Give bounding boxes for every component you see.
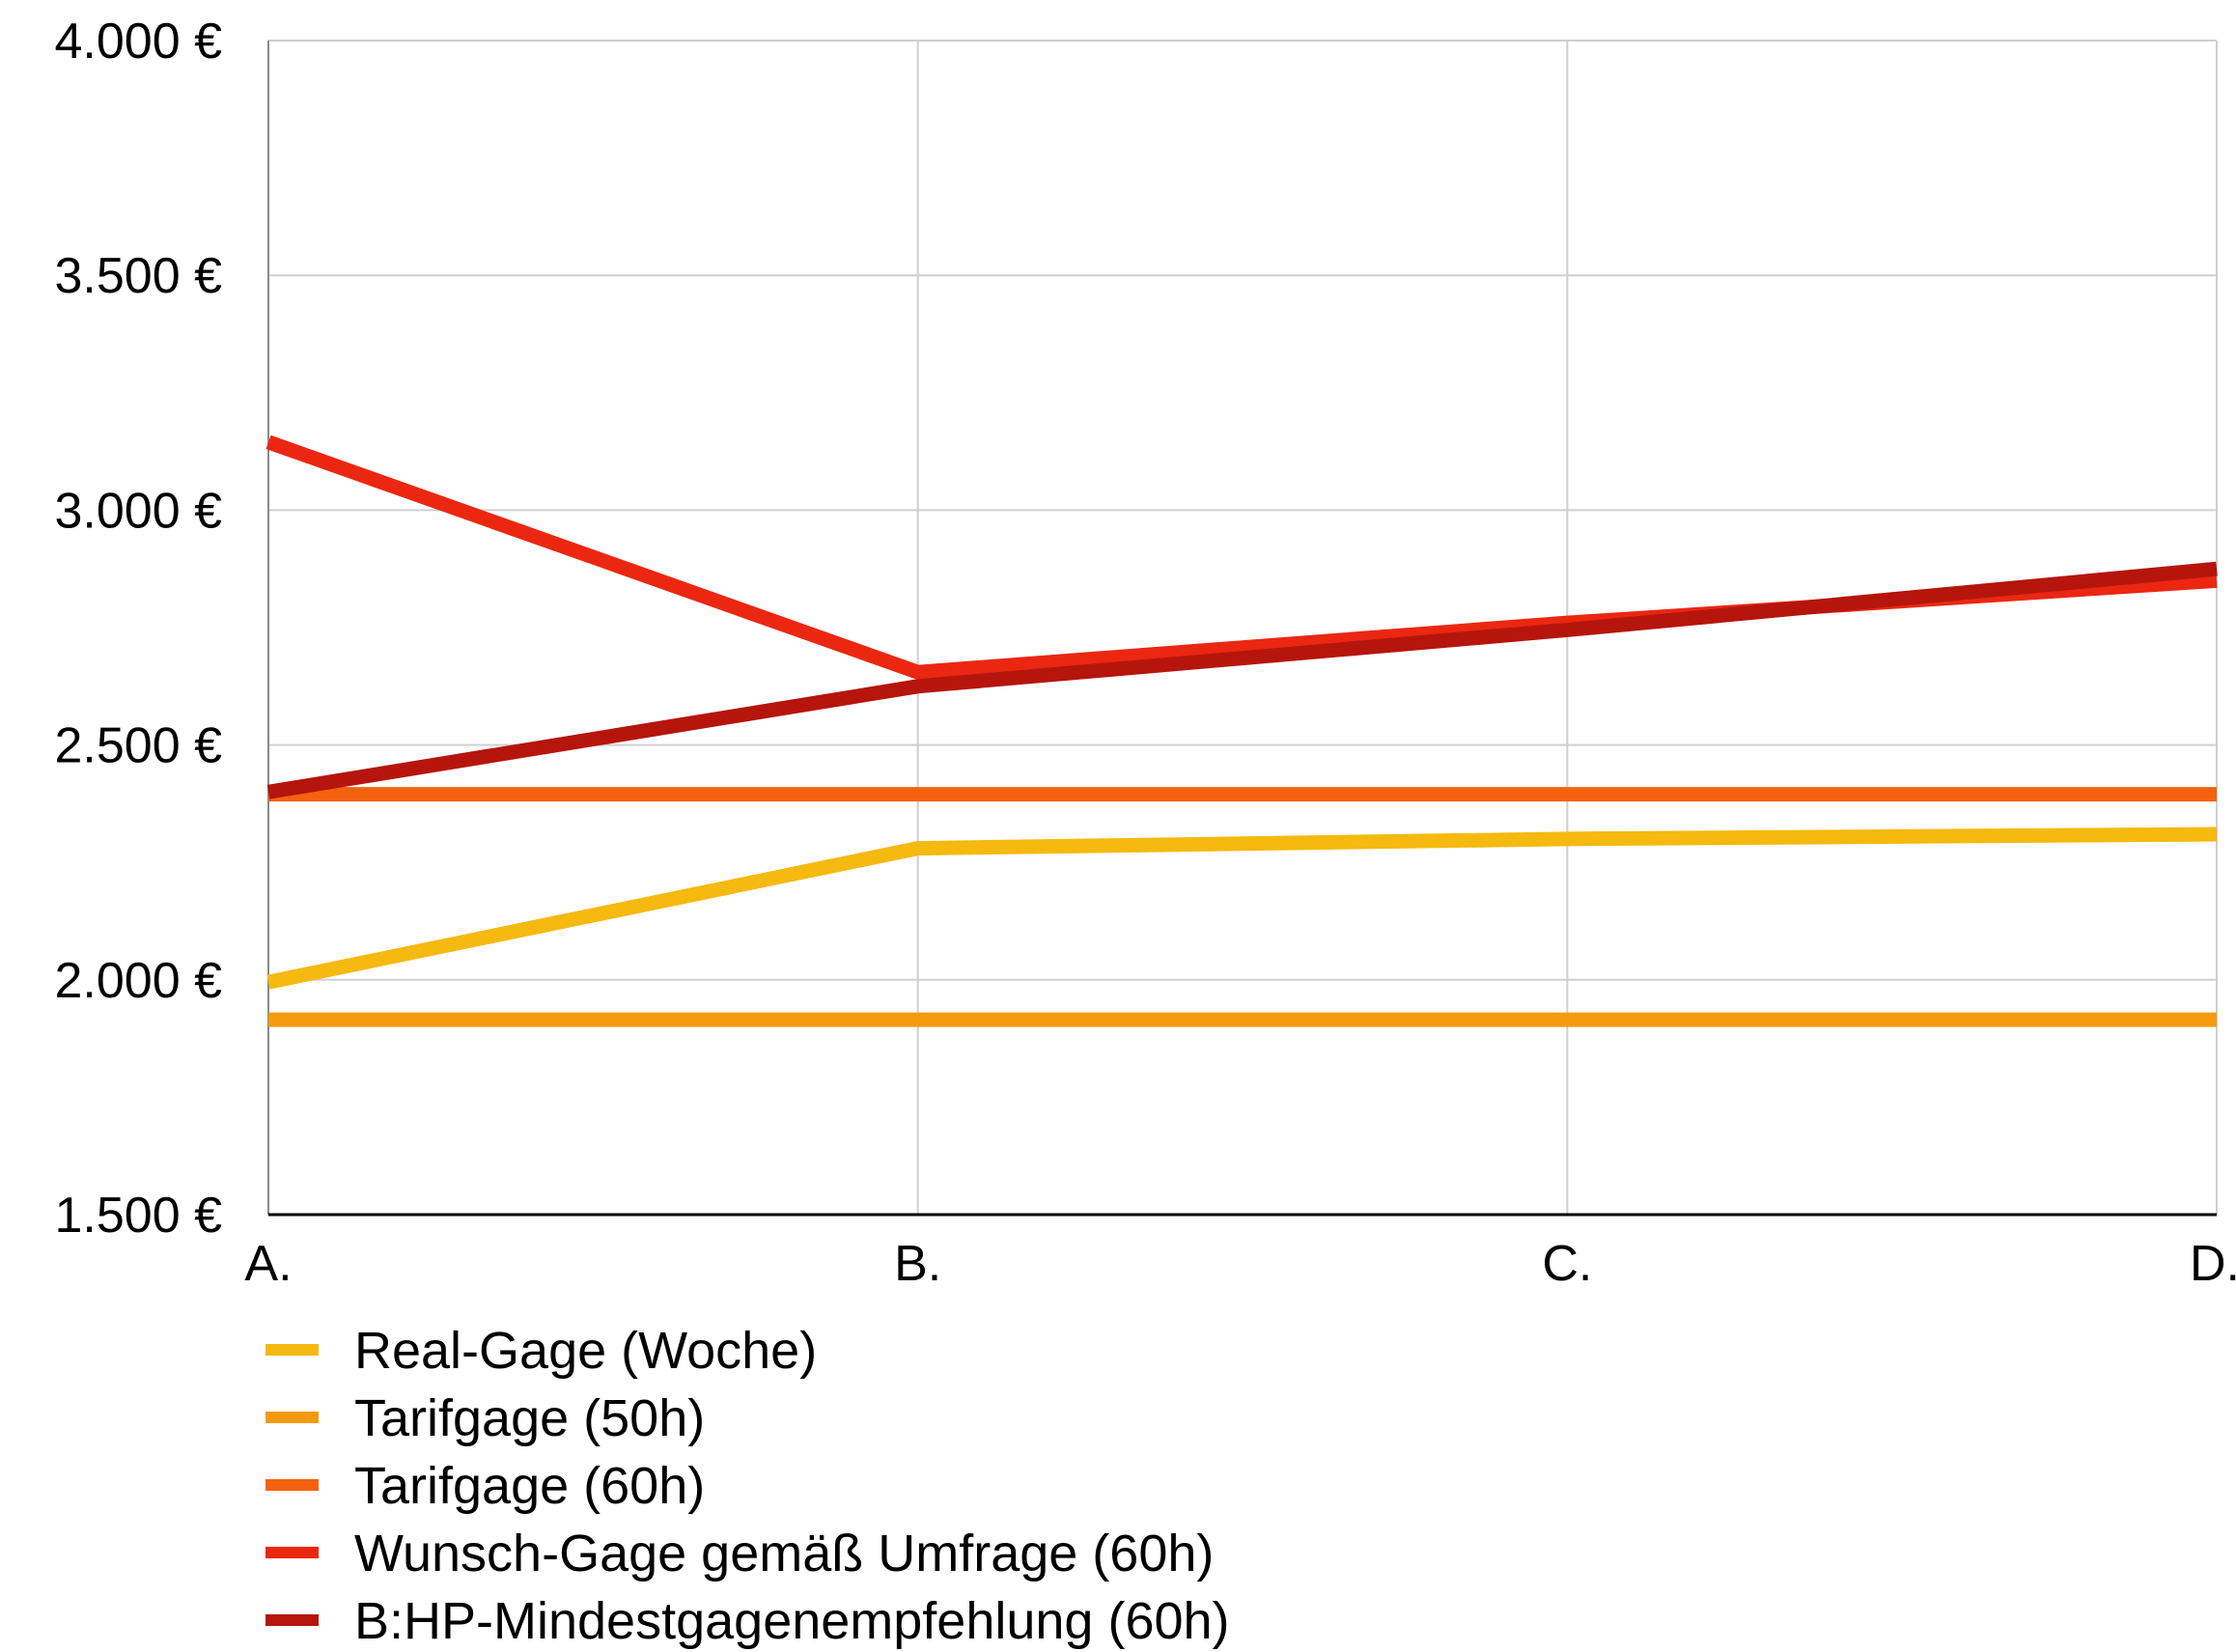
series-lines [266, 434, 2218, 1027]
legend-item: Wunsch-Gage gemäß Umfrage (60h) [266, 1525, 1214, 1582]
y-tick-label: 3.500 € [55, 248, 223, 304]
legend-label: Wunsch-Gage gemäß Umfrage (60h) [354, 1525, 1214, 1582]
x-tick-label: A. [244, 1236, 292, 1292]
gridlines [268, 40, 2218, 1215]
legend-item: Tarifgage (50h) [266, 1389, 705, 1447]
x-tick-label: B. [894, 1236, 941, 1292]
legend-label: B:HP-Mindestgagenempfehlung (60h) [354, 1592, 1230, 1650]
y-tick-label: 3.000 € [55, 483, 223, 539]
legend-label: Tarifgage (50h) [354, 1389, 705, 1447]
legend-item: Real-Gage (Woche) [266, 1322, 817, 1380]
series-line-1 [266, 826, 2218, 990]
y-tick-label: 1.500 € [55, 1188, 223, 1244]
legend-item: Tarifgage (60h) [266, 1457, 705, 1515]
legend: Real-Gage (Woche) Tarifgage (50h) Tarifgag… [266, 1322, 1230, 1650]
y-tick-label: 4.000 € [55, 14, 223, 70]
series-line-5 [266, 561, 2218, 799]
y-axis-tick-labels: 1.500 € 2.000 € 2.500 € 3.000 € 3.500 € 4.000… [55, 14, 223, 1244]
legend-label: Real-Gage (Woche) [354, 1322, 817, 1380]
x-axis-tick-labels: A. B. C. D. [244, 1236, 2236, 1292]
y-tick-label: 2.500 € [55, 718, 223, 774]
series-line-4 [266, 434, 2218, 680]
y-tick-label: 2.000 € [55, 953, 223, 1009]
legend-item: B:HP-Mindestgagenempfehlung (60h) [266, 1592, 1230, 1650]
x-tick-label: D. [2190, 1236, 2236, 1292]
legend-label: Tarifgage (60h) [354, 1457, 705, 1515]
x-tick-label: C. [1542, 1236, 1592, 1292]
axes [267, 41, 2217, 1217]
